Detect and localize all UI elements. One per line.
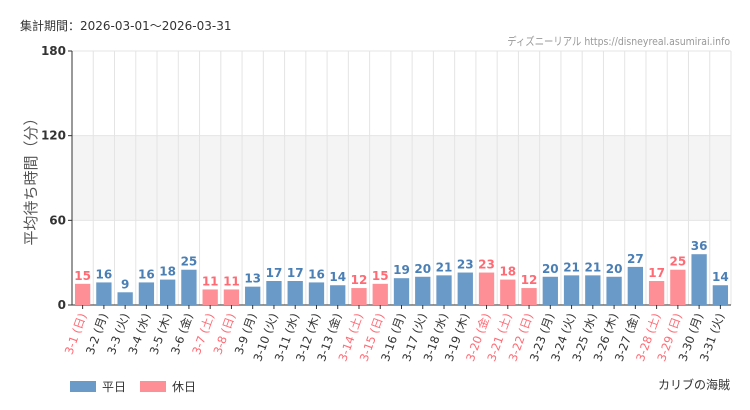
bar-value-label: 9: [121, 277, 129, 291]
period-label: 集計期間：2026-03-01～2026-03-31: [20, 19, 232, 33]
legend-holiday: 休日: [140, 378, 196, 395]
bar-value-label: 17: [266, 266, 283, 280]
bar-value-label: 14: [329, 270, 346, 284]
bar-value-label: 20: [606, 262, 623, 276]
bar: [330, 285, 346, 305]
bar-value-label: 13: [244, 272, 261, 286]
bar-value-label: 18: [159, 265, 176, 279]
bar: [181, 269, 197, 305]
y-tick-label: 0: [58, 298, 66, 312]
bar: [138, 282, 155, 305]
bar: [308, 282, 325, 305]
bar-value-label: 17: [648, 266, 665, 280]
bar-value-label: 23: [478, 258, 495, 272]
bar-value-label: 20: [414, 262, 431, 276]
bar-value-label: 19: [393, 263, 410, 277]
legend: 平日 休日: [70, 378, 196, 395]
bar: [521, 288, 537, 305]
bar: [627, 266, 643, 305]
bar-value-label: 27: [627, 252, 644, 266]
bar: [160, 279, 176, 305]
bar-value-label: 25: [670, 255, 687, 269]
bar: [457, 272, 473, 305]
bar: [372, 283, 388, 305]
bar-value-label: 21: [584, 260, 601, 274]
bar: [74, 283, 91, 305]
bar: [606, 276, 622, 305]
bar: [287, 281, 303, 305]
bar-value-label: 23: [457, 258, 474, 272]
y-tick-label: 180: [41, 44, 66, 58]
bar-value-label: 11: [223, 274, 240, 288]
bar-value-label: 12: [521, 273, 538, 287]
bar-value-label: 16: [96, 267, 113, 281]
bar: [585, 275, 601, 305]
attraction-name: カリブの海賊: [657, 378, 730, 392]
bar: [436, 275, 452, 305]
bar: [351, 288, 367, 305]
bar: [223, 289, 240, 305]
grid-band: [72, 135, 731, 221]
legend-weekday: 平日: [70, 378, 126, 395]
bar: [266, 281, 282, 305]
bar: [648, 281, 665, 305]
y-tick-label: 60: [49, 213, 66, 227]
bar-value-label: 12: [351, 273, 368, 287]
bar-value-label: 18: [499, 265, 516, 279]
bar-value-label: 14: [712, 270, 729, 284]
bar: [691, 254, 707, 305]
bar-value-label: 16: [138, 267, 155, 281]
legend-holiday-label: 休日: [172, 380, 197, 394]
y-tick-label: 120: [41, 129, 66, 143]
bar-value-label: 20: [542, 262, 559, 276]
legend-swatch-weekday: [70, 381, 96, 392]
bar-value-label: 11: [202, 274, 219, 288]
bar: [202, 289, 218, 305]
bar: [478, 272, 495, 305]
bar: [245, 286, 261, 305]
bar: [670, 269, 686, 305]
bar: [542, 276, 558, 305]
bar-value-label: 21: [436, 260, 453, 274]
bar: [415, 276, 431, 305]
bar: [500, 279, 516, 305]
bar-value-label: 25: [181, 255, 198, 269]
bar-value-label: 16: [308, 267, 325, 281]
legend-swatch-holiday: [140, 381, 167, 392]
bar: [96, 282, 112, 305]
credit-label: ディズニーリアル https://disneyreal.asumirai.inf…: [507, 35, 730, 48]
bar: [117, 292, 133, 305]
bar-value-label: 17: [287, 266, 304, 280]
bar: [393, 278, 410, 305]
y-axis-title: 平均待ち時間（分）: [22, 110, 40, 245]
legend-weekday-label: 平日: [102, 380, 127, 394]
bar: [712, 285, 729, 305]
bar-value-label: 21: [563, 260, 580, 274]
bar-value-label: 15: [372, 269, 389, 283]
bar-value-label: 15: [74, 269, 91, 283]
bar-value-label: 36: [691, 239, 708, 253]
bar: [563, 275, 580, 305]
